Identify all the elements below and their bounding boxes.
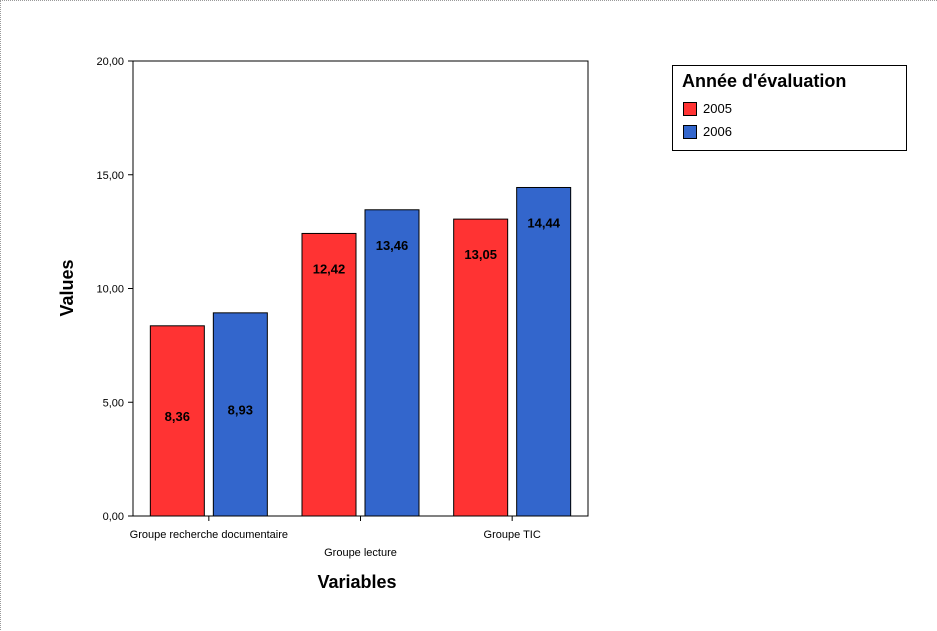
legend: Année d'évaluation 2005 2006	[672, 65, 907, 151]
y-axis: 0,00 5,00 10,00 15,00 20,00	[96, 56, 133, 523]
data-label-2006-3: 14,44	[527, 215, 560, 230]
bar-2005-2	[301, 232, 357, 517]
y-tick-label: 0,00	[103, 511, 124, 523]
y-axis-title: Values	[57, 259, 77, 316]
legend-label-2005: 2005	[703, 101, 732, 116]
data-label-2005-3: 13,05	[464, 247, 497, 262]
bar-2005-1	[149, 325, 205, 517]
plot-area	[132, 60, 589, 517]
legend-label-2006: 2006	[703, 124, 732, 139]
data-label-2006-2: 13,46	[376, 238, 409, 253]
bars-group	[149, 186, 572, 517]
legend-title: Année d'évaluation	[682, 71, 847, 91]
bar-2006-2	[364, 209, 420, 517]
x-tick-label: Groupe lecture	[324, 547, 397, 559]
data-label-2006-1: 8,93	[228, 402, 253, 417]
y-tick-label: 15,00	[96, 170, 124, 182]
data-label-2005-2: 12,42	[313, 261, 346, 276]
bar-2005-3	[453, 218, 509, 517]
legend-swatch-2005	[683, 102, 697, 116]
x-tick-label: Groupe recherche documentaire	[130, 529, 288, 541]
legend-swatch-2006	[683, 125, 697, 139]
data-label-2005-1: 8,36	[165, 409, 190, 424]
y-tick-label: 5,00	[103, 397, 124, 409]
x-axis-title: Variables	[317, 572, 396, 592]
x-tick-label: Groupe TIC	[484, 529, 541, 541]
y-tick-label: 10,00	[96, 284, 124, 296]
y-tick-label: 20,00	[96, 56, 124, 68]
bar-2006-3	[516, 186, 572, 517]
bar-2006-1	[212, 312, 268, 517]
data-labels-group: 8,36 8,93 12,42 13,46 13,05 14,44	[165, 215, 561, 423]
x-axis: Groupe recherche documentaire Groupe lect…	[130, 516, 541, 559]
